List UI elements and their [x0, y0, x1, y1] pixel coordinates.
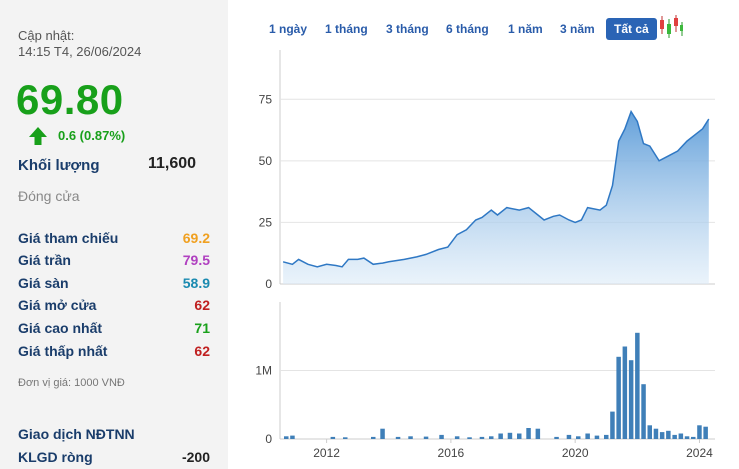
volume-bar: [697, 425, 702, 439]
volume-bar: [641, 384, 646, 439]
volume-bar: [330, 436, 336, 439]
tab-all[interactable]: Tất cả: [606, 18, 657, 40]
volume-bar: [616, 356, 621, 439]
tab-3-years[interactable]: 3 năm: [560, 22, 595, 36]
volume-bar: [659, 432, 665, 439]
volume-bar: [526, 428, 531, 439]
volume-bar: [554, 436, 559, 439]
volume-bar: [610, 411, 615, 439]
price-tick-label: 75: [259, 92, 273, 106]
x-tick-label: 2024: [686, 446, 713, 460]
volume-bar: [628, 360, 634, 439]
volume-bar: [666, 430, 671, 439]
update-label: Cập nhật:: [18, 28, 75, 43]
volume-bar: [290, 435, 295, 439]
volume-bar: [653, 428, 659, 439]
volume-bar: [566, 434, 572, 439]
tab-6-months[interactable]: 6 tháng: [446, 22, 489, 36]
volume-bar: [684, 436, 690, 439]
volume-bar: [395, 436, 401, 439]
volume-bar: [691, 436, 696, 439]
net-volume-value: -200: [181, 449, 210, 465]
volume-bar: [647, 425, 652, 439]
price-volume-chart: 0 25 50 75 0 1M 2012 2016 2020 2024: [255, 50, 715, 460]
volume-bar: [585, 433, 590, 439]
stat-row-high: Giá cao nhất 71: [18, 320, 210, 340]
stat-label: Giá mở cửa: [18, 297, 97, 313]
axis-labels: 0 25 50 75 0 1M 2012 2016 2020 2024: [255, 92, 713, 460]
price-series-line: [282, 109, 710, 268]
volume-bar: [703, 426, 708, 439]
price-change: 0.6 (0.87%): [58, 128, 126, 143]
volume-bar: [423, 436, 429, 439]
stat-value: 62: [194, 343, 210, 359]
volume-tick-label: 0: [265, 432, 272, 446]
stat-value: 62: [194, 297, 210, 313]
price-area-layer: [282, 109, 710, 284]
volume-bar: [635, 332, 640, 439]
stat-row-floor: Giá sàn 58.9: [18, 275, 210, 295]
stat-value: 79.5: [182, 252, 210, 268]
volume-bar: [343, 437, 348, 439]
stat-label: Giá thấp nhất: [18, 343, 108, 359]
volume-bar: [439, 434, 444, 439]
volume-bar: [454, 436, 460, 439]
volume-bar: [489, 436, 494, 439]
tab-1-year[interactable]: 1 năm: [508, 22, 543, 36]
volume-bar: [604, 434, 609, 439]
x-tick-label: 2012: [313, 446, 340, 460]
volume-bar: [479, 436, 485, 439]
tab-3-months[interactable]: 3 tháng: [386, 22, 429, 36]
stat-label: Giá trần: [18, 252, 71, 268]
volume-bar: [380, 428, 385, 439]
price-tick-label: 25: [259, 215, 273, 229]
volume-bar: [622, 346, 628, 439]
current-price: 69.80: [16, 76, 124, 123]
volume-bar: [507, 432, 513, 439]
price-unit-note: Đơn vị giá: 1000 VNĐ: [18, 377, 125, 389]
volume-tick-label: 1M: [255, 364, 272, 378]
volume-bar-layer: [284, 332, 708, 439]
stat-label: Giá sàn: [18, 275, 69, 291]
volume-label: Khối lượng: [18, 157, 100, 174]
stat-value: 58.9: [182, 275, 210, 291]
price-area-fill: [283, 111, 709, 284]
stat-row-ceiling: Giá trần 79.5: [18, 252, 210, 272]
stat-label: Giá cao nhất: [18, 320, 103, 336]
update-time: 14:15 T4, 26/06/2024: [18, 44, 142, 59]
volume-bar: [498, 433, 503, 439]
foreign-trading-title: Giao dịch NĐTNN: [18, 426, 135, 442]
close-status: Đóng cửa: [18, 188, 80, 204]
price-tick-label: 0: [265, 277, 272, 291]
volume-bar: [678, 433, 684, 439]
price-tick-label: 50: [259, 154, 273, 168]
volume-bar: [408, 436, 413, 439]
candlestick-icon[interactable]: [658, 14, 684, 40]
stat-value: 69.2: [182, 230, 210, 246]
volume-bar: [576, 436, 581, 439]
stat-label: Giá tham chiếu: [18, 230, 119, 246]
arrow-up-icon: [29, 127, 47, 145]
volume-bar: [284, 436, 289, 439]
net-volume-label: KLGD ròng: [18, 449, 93, 465]
stat-row-reference: Giá tham chiếu 69.2: [18, 230, 210, 250]
volume-bar: [594, 435, 600, 439]
volume-bar: [467, 437, 472, 439]
stat-row-low: Giá thấp nhất 62: [18, 343, 210, 363]
tab-1-day[interactable]: 1 ngày: [269, 22, 308, 36]
x-tick-label: 2020: [562, 446, 589, 460]
x-tick-label: 2016: [438, 446, 465, 460]
volume-bar: [371, 436, 376, 439]
stat-row-open: Giá mở cửa 62: [18, 297, 210, 317]
quote-panel: Cập nhật: 14:15 T4, 26/06/2024 69.80 0.6…: [0, 0, 228, 469]
stat-value: 71: [194, 320, 210, 336]
volume-bar: [672, 434, 677, 439]
volume-value: 11,600: [148, 155, 197, 172]
tab-1-month[interactable]: 1 tháng: [325, 22, 368, 36]
volume-bar: [517, 433, 522, 439]
volume-bar: [535, 428, 541, 439]
